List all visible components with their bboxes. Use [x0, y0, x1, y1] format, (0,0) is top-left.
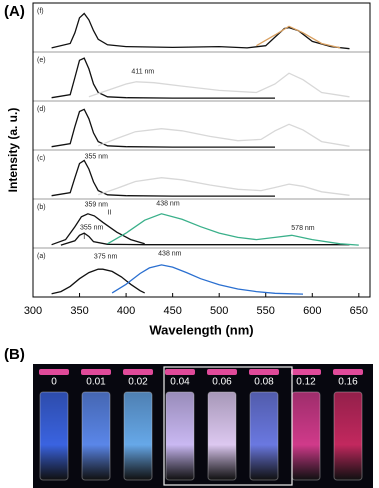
x-tick-label: 500 [210, 305, 228, 317]
spectrum-line [51, 268, 145, 295]
panel-title: (c) [37, 155, 45, 162]
vial [123, 391, 153, 481]
annotation: 438 nm [156, 201, 180, 208]
panel-frame [32, 100, 371, 151]
spectrum-line [60, 232, 350, 246]
vial-cap [165, 369, 195, 375]
sample-label: 0.06 [212, 377, 232, 388]
x-tick-label: 550 [257, 305, 275, 317]
spectrum-line [97, 177, 350, 196]
vial [333, 391, 363, 481]
spectrum-line [51, 108, 275, 148]
x-tick-label: 600 [303, 305, 321, 317]
spectrum-line [88, 72, 350, 98]
x-tick-label: 300 [24, 305, 42, 317]
panel-title: (b) [37, 204, 46, 211]
vial-cap [333, 369, 363, 375]
panel-label: (B) [4, 346, 25, 363]
vial-cap [249, 369, 279, 375]
sample-label: 0.01 [86, 377, 106, 388]
sample-label: 0.04 [170, 377, 190, 388]
vial [249, 391, 279, 481]
spectrum-line [51, 57, 275, 99]
spectrum-line [256, 25, 341, 49]
annotation: II [107, 210, 111, 217]
highlight-box [163, 366, 293, 486]
panel-title: (f) [37, 8, 44, 15]
annotation: 411 nm [131, 68, 154, 75]
vial [165, 391, 195, 481]
spectrum-line [51, 159, 275, 197]
annotation: 355 nm [85, 154, 109, 161]
vial-cap [291, 369, 321, 375]
vial-cap [123, 369, 153, 375]
spectrum-line [97, 123, 350, 147]
annotation: I [83, 234, 85, 241]
vial [291, 391, 321, 481]
x-axis-label: Wavelength (nm) [149, 322, 253, 337]
spectrum-line [51, 213, 145, 246]
spectrum-line [107, 213, 359, 246]
panel-title: (a) [37, 253, 46, 260]
panel-label: (A) [4, 3, 25, 20]
sample-label: 0.02 [128, 377, 148, 388]
panel-title: (d) [37, 106, 46, 113]
sample-label: 0.08 [254, 377, 274, 388]
annotation: 375 nm [94, 254, 118, 261]
panel-title: (e) [37, 57, 46, 64]
annotation: 355 nm [80, 224, 104, 231]
sample-label: 0.12 [296, 377, 316, 388]
x-tick-label: 400 [117, 305, 135, 317]
vial [81, 391, 111, 481]
vial-cap [81, 369, 111, 375]
vial [39, 391, 69, 481]
spectrum-line [111, 264, 304, 295]
axes-frame [32, 2, 371, 298]
annotation: 578 nm [291, 225, 315, 232]
spectrum-line [51, 12, 350, 50]
y-axis-label: Intensity (a. u.) [6, 108, 20, 193]
x-tick-label: 450 [163, 305, 181, 317]
panel-frame [32, 2, 371, 53]
x-tick-label: 350 [70, 305, 88, 317]
x-tick-label: 650 [350, 305, 368, 317]
sample-label: 0.16 [338, 377, 358, 388]
vial [207, 391, 237, 481]
annotation: 359 nm [85, 202, 109, 209]
vial-cap [207, 369, 237, 375]
vial-cap [39, 369, 69, 375]
sample-label: 0 [51, 377, 57, 388]
panel-frame [32, 51, 371, 102]
annotation: 438 nm [158, 251, 182, 258]
panel-frame [32, 247, 371, 298]
